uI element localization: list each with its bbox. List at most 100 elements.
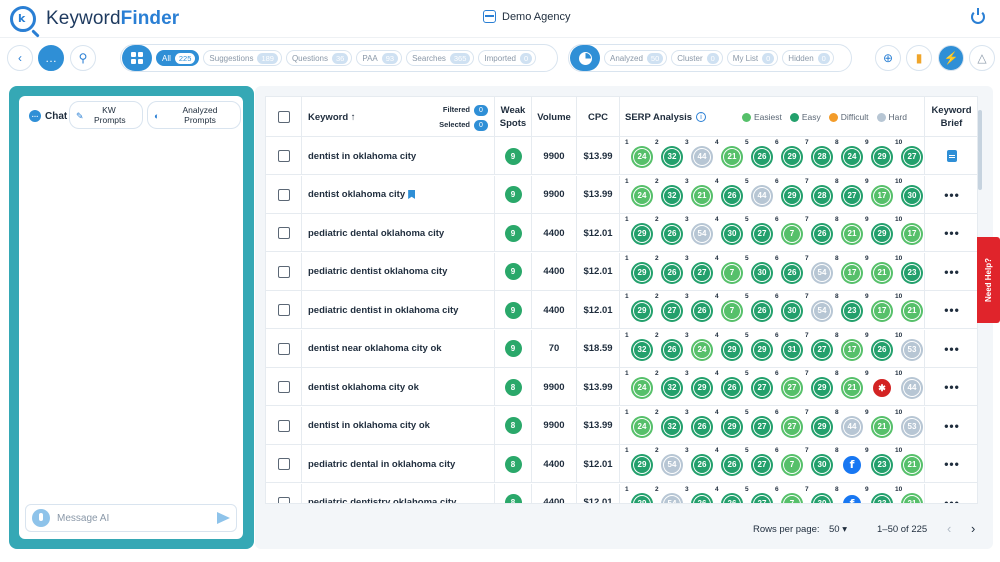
serp-result-score[interactable]: 26 bbox=[781, 261, 803, 284]
serp-result-score[interactable]: 26 bbox=[721, 454, 743, 476]
serp-result-score[interactable]: 27 bbox=[781, 415, 803, 438]
next-page-button[interactable]: › bbox=[971, 521, 976, 536]
serp-result-score[interactable]: 26 bbox=[871, 338, 893, 361]
serp-result-score[interactable]: 30 bbox=[811, 492, 833, 503]
serp-result-score[interactable]: 24 bbox=[631, 146, 653, 168]
table-row[interactable]: pediatric dentistry oklahoma city 8 4400 $1… bbox=[266, 483, 977, 504]
serp-result-score[interactable]: 23 bbox=[901, 261, 923, 284]
info-icon[interactable]: i bbox=[696, 112, 707, 122]
serp-result-score[interactable]: 29 bbox=[781, 184, 803, 207]
table-row[interactable]: dentist near oklahoma city ok 9 70 $18.59 1 3… bbox=[266, 329, 977, 368]
filter-questions[interactable]: Questions 36 bbox=[285, 50, 353, 66]
more-options-icon[interactable]: ••• bbox=[944, 495, 960, 504]
serp-result-score[interactable]: 54 bbox=[661, 454, 683, 476]
filter-imported[interactable]: Imported 0 bbox=[478, 50, 537, 66]
serp-result-score[interactable]: 27 bbox=[751, 223, 773, 245]
filter-searches[interactable]: Searches 365 bbox=[406, 50, 475, 66]
lightning-button[interactable]: ⚡ bbox=[938, 45, 964, 71]
chat-tab[interactable]: … Chat bbox=[29, 110, 67, 122]
serp-result-score[interactable]: 24 bbox=[691, 338, 713, 361]
serp-result-score[interactable]: 29 bbox=[691, 377, 713, 399]
cpc-header[interactable]: CPC bbox=[577, 97, 620, 137]
serp-result-score[interactable]: 26 bbox=[691, 415, 713, 438]
more-options-icon[interactable]: ••• bbox=[944, 303, 960, 317]
serp-result-score[interactable]: 27 bbox=[751, 377, 773, 399]
serp-result-score[interactable]: 32 bbox=[661, 377, 683, 399]
flask-button[interactable]: △ bbox=[969, 45, 995, 71]
serp-result-score[interactable]: 26 bbox=[721, 184, 743, 207]
serp-result-score[interactable]: 29 bbox=[631, 454, 653, 476]
serp-result-score[interactable]: 30 bbox=[901, 184, 923, 207]
filter-paa[interactable]: PAA 93 bbox=[356, 50, 403, 66]
table-row[interactable]: dentist in oklahoma city ok 8 9900 $13.99 1 2… bbox=[266, 406, 977, 445]
serp-result-score[interactable]: 29 bbox=[631, 223, 653, 245]
document-icon[interactable] bbox=[947, 150, 957, 162]
serp-result-score[interactable]: 21 bbox=[901, 492, 923, 503]
prev-page-button[interactable]: ‹ bbox=[947, 521, 952, 536]
serp-result-score[interactable]: 29 bbox=[871, 146, 893, 168]
keyword-cell[interactable]: dentist oklahoma city ok bbox=[302, 368, 495, 406]
table-row[interactable]: dentist oklahoma city 9 9900 $13.99 1 24 2 32 3 2… bbox=[266, 175, 977, 214]
keyword-cell[interactable]: pediatric dentist oklahoma city bbox=[302, 252, 495, 291]
table-row[interactable]: dentist oklahoma city ok 8 9900 $13.99 1 24 2 3… bbox=[266, 368, 977, 406]
filter-suggestions[interactable]: Suggestions 189 bbox=[203, 50, 282, 66]
serp-result-score[interactable]: 26 bbox=[721, 492, 743, 503]
serp-result-score[interactable]: 27 bbox=[811, 338, 833, 361]
serp-result-score[interactable]: 27 bbox=[751, 492, 773, 503]
serp-result-score[interactable]: 29 bbox=[631, 300, 653, 322]
serp-result-score[interactable]: 29 bbox=[811, 377, 833, 399]
row-checkbox[interactable] bbox=[277, 496, 290, 503]
row-checkbox[interactable] bbox=[277, 265, 290, 278]
serp-result-score[interactable]: 28 bbox=[811, 184, 833, 207]
more-options-icon[interactable]: ••• bbox=[944, 264, 960, 279]
serp-result-score[interactable]: 26 bbox=[751, 300, 773, 322]
serp-result-score[interactable]: 53 bbox=[901, 415, 923, 438]
serp-result-score[interactable]: 17 bbox=[841, 261, 863, 284]
row-checkbox[interactable] bbox=[277, 188, 290, 201]
serp-result-score[interactable]: 29 bbox=[631, 261, 653, 284]
serp-result-score[interactable]: 23 bbox=[841, 300, 863, 322]
need-help-tab[interactable]: Need Help? bbox=[977, 237, 1000, 323]
filter-analyzed[interactable]: Analyzed 50 bbox=[604, 50, 668, 66]
search-button[interactable]: ⚲ bbox=[70, 45, 96, 71]
table-row[interactable]: pediatric dental in oklahoma city 8 4400 $1… bbox=[266, 445, 977, 483]
table-row[interactable]: pediatric dentist oklahoma city 9 4400 $12.… bbox=[266, 252, 977, 291]
volume-header[interactable]: Volume bbox=[532, 97, 577, 137]
serp-result-score[interactable]: 27 bbox=[841, 184, 863, 207]
serp-result-score[interactable]: 24 bbox=[841, 146, 863, 168]
serp-result-score[interactable]: 21 bbox=[841, 377, 863, 399]
facebook-icon[interactable]: f bbox=[841, 454, 863, 476]
row-checkbox[interactable] bbox=[277, 342, 290, 355]
more-options-icon[interactable]: ••• bbox=[944, 418, 960, 433]
serp-result-score[interactable]: 7 bbox=[721, 300, 743, 322]
serp-result-score[interactable]: 21 bbox=[691, 184, 713, 207]
serp-result-score[interactable]: 28 bbox=[811, 146, 833, 168]
more-options-icon[interactable]: ••• bbox=[944, 187, 960, 202]
serp-result-score[interactable]: 24 bbox=[631, 377, 653, 399]
serp-result-score[interactable]: 30 bbox=[781, 300, 803, 322]
chat-toggle-button[interactable]: … bbox=[38, 45, 64, 71]
serp-result-score[interactable]: 7 bbox=[781, 454, 803, 476]
more-options-icon[interactable]: ••• bbox=[944, 226, 960, 240]
serp-result-score[interactable]: 27 bbox=[781, 377, 803, 399]
serp-result-score[interactable]: 26 bbox=[661, 223, 683, 245]
serp-result-score[interactable]: 17 bbox=[871, 184, 893, 207]
serp-result-score[interactable]: 29 bbox=[751, 338, 773, 361]
serp-result-score[interactable]: 26 bbox=[691, 300, 713, 322]
table-row[interactable]: pediatric dentist in oklahoma city 9 4400 $… bbox=[266, 291, 977, 329]
serp-result-score[interactable]: 26 bbox=[691, 492, 713, 503]
serp-result-score[interactable]: 26 bbox=[721, 377, 743, 399]
more-options-icon[interactable]: ••• bbox=[944, 457, 960, 471]
app-logo[interactable]: k KeywordFinder bbox=[10, 6, 179, 32]
serp-result-score[interactable]: 7 bbox=[721, 261, 743, 284]
serp-result-score[interactable]: 17 bbox=[901, 223, 923, 245]
grid-view-icon[interactable] bbox=[122, 45, 152, 71]
serp-result-score[interactable]: 29 bbox=[721, 338, 743, 361]
row-checkbox[interactable] bbox=[277, 458, 290, 470]
serp-result-score[interactable]: 21 bbox=[721, 146, 743, 168]
more-options-icon[interactable]: ••• bbox=[944, 380, 960, 394]
serp-result-score[interactable]: 23 bbox=[871, 492, 893, 503]
keyword-cell[interactable]: pediatric dentist in oklahoma city bbox=[302, 291, 495, 329]
serp-result-score[interactable]: 44 bbox=[841, 415, 863, 438]
serp-result-score[interactable]: 32 bbox=[661, 184, 683, 207]
